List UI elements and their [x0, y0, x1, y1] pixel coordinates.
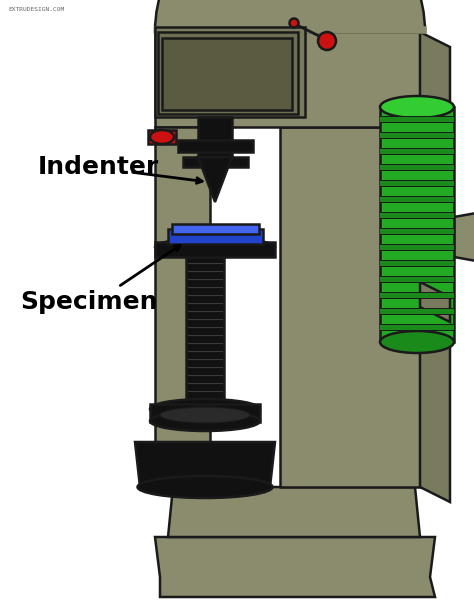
Polygon shape	[420, 127, 450, 502]
Bar	[172, 224, 259, 234]
Bar	[380, 132, 454, 138]
Bar	[380, 116, 454, 122]
Text: EXTRUDESIGN.COM: EXTRUDESIGN.COM	[8, 7, 64, 12]
Polygon shape	[168, 487, 420, 537]
Ellipse shape	[150, 130, 174, 144]
Ellipse shape	[380, 331, 454, 353]
Bar	[380, 308, 454, 314]
Bar	[380, 276, 454, 282]
Bar	[380, 164, 454, 170]
Bar	[380, 212, 454, 218]
Text: Indenter: Indenter	[38, 155, 159, 179]
Polygon shape	[280, 127, 420, 487]
Polygon shape	[420, 32, 450, 142]
Polygon shape	[155, 537, 435, 597]
Bar	[380, 107, 454, 342]
Bar	[186, 257, 224, 412]
Polygon shape	[454, 212, 474, 262]
Bar	[380, 324, 454, 330]
Text: Specimen: Specimen	[20, 290, 157, 314]
Bar	[380, 292, 454, 298]
Polygon shape	[198, 157, 232, 202]
Ellipse shape	[160, 407, 250, 423]
Bar	[155, 242, 275, 257]
Ellipse shape	[318, 32, 336, 50]
Ellipse shape	[150, 399, 260, 419]
Ellipse shape	[380, 96, 454, 118]
Bar	[380, 196, 454, 202]
Bar	[380, 244, 454, 250]
Bar	[380, 180, 454, 186]
Bar	[183, 157, 248, 167]
Bar	[148, 130, 176, 144]
Polygon shape	[155, 127, 210, 487]
Bar	[380, 148, 454, 154]
Ellipse shape	[155, 238, 275, 256]
Polygon shape	[135, 442, 275, 487]
Bar	[155, 27, 305, 117]
Bar	[150, 404, 260, 422]
Bar	[380, 260, 454, 266]
Bar	[168, 229, 263, 244]
Polygon shape	[420, 282, 450, 322]
Polygon shape	[155, 32, 420, 127]
Bar	[198, 117, 232, 157]
Ellipse shape	[137, 476, 273, 498]
Bar	[380, 228, 454, 234]
Wedge shape	[155, 0, 425, 32]
Bar	[178, 140, 253, 152]
Bar	[162, 38, 292, 110]
Bar	[158, 32, 298, 114]
Ellipse shape	[150, 411, 260, 431]
Ellipse shape	[290, 18, 299, 27]
Bar	[155, 27, 425, 32]
